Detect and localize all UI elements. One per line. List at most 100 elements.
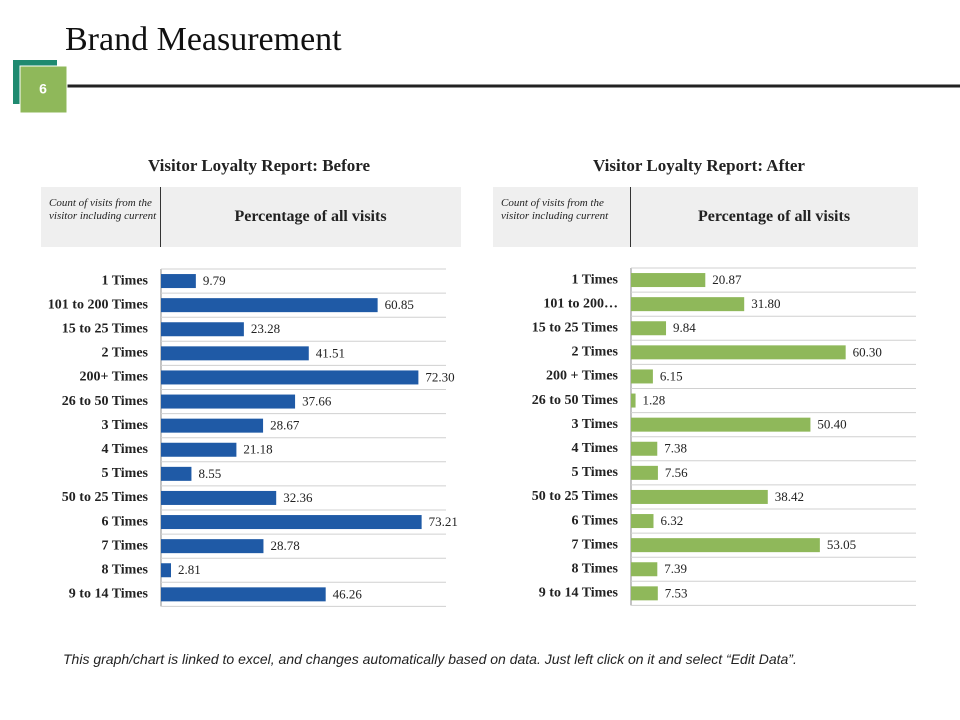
category-label: 9 to 14 Times <box>539 586 619 601</box>
value-label: 2.81 <box>178 562 201 577</box>
bar <box>631 586 658 601</box>
column-header: Count of visits from the visitor includi… <box>501 197 609 222</box>
value-label: 37.66 <box>302 394 332 409</box>
bar <box>631 514 654 529</box>
value-label: 21.18 <box>243 442 272 457</box>
slide-title: Brand Measurement <box>65 21 342 58</box>
bar <box>631 562 658 577</box>
value-label: 28.78 <box>270 538 299 553</box>
category-label: 1 Times <box>571 272 618 287</box>
value-label: 60.30 <box>853 344 882 359</box>
category-label: 3 Times <box>571 417 618 432</box>
value-label: 6.15 <box>660 368 683 383</box>
value-label: 73.21 <box>429 514 458 529</box>
column-header: Count of visits from the visitor includi… <box>49 197 157 222</box>
bar <box>161 274 196 289</box>
bar <box>631 345 846 360</box>
value-label: 7.39 <box>664 561 687 576</box>
bar <box>161 466 192 481</box>
category-label: 15 to 25 Times <box>532 320 619 335</box>
bar <box>631 393 636 408</box>
value-label: 6.32 <box>660 513 683 528</box>
badge <box>19 65 68 114</box>
value-label: 7.53 <box>665 585 688 600</box>
value-header: Percentage of all visits <box>234 208 387 225</box>
value-label: 9.84 <box>673 320 696 335</box>
bar <box>161 563 172 578</box>
category-label: 5 Times <box>571 465 618 480</box>
bar <box>631 369 653 384</box>
category-label: 2 Times <box>101 346 148 361</box>
value-label: 7.38 <box>664 441 687 456</box>
bar <box>161 515 422 530</box>
value-header: Percentage of all visits <box>697 208 851 225</box>
value-label: 23.28 <box>251 321 280 336</box>
bar <box>631 417 811 432</box>
bar <box>161 298 378 313</box>
bar <box>161 322 244 337</box>
category-label: 6 Times <box>571 513 618 528</box>
value-label: 53.05 <box>827 537 856 552</box>
value-label: 31.80 <box>751 296 780 311</box>
table-header: Count of visits from the visitor includi… <box>493 187 918 247</box>
category-label: 5 Times <box>101 466 148 481</box>
category-label: 7 Times <box>101 538 148 553</box>
bar <box>161 442 237 457</box>
category-label: 1 Times <box>101 273 148 288</box>
category-label: 15 to 25 Times <box>62 321 149 336</box>
value-label: 46.26 <box>333 586 363 601</box>
value-label: 1.28 <box>643 393 666 408</box>
category-label: 4 Times <box>101 442 148 457</box>
bar <box>161 346 309 361</box>
bar <box>631 538 820 553</box>
category-label: 26 to 50 Times <box>62 394 149 409</box>
header-divider <box>160 187 161 247</box>
bar <box>631 321 667 336</box>
value-label: 7.56 <box>665 465 688 480</box>
bar <box>161 418 264 433</box>
category-label: 4 Times <box>571 441 618 456</box>
bar <box>161 587 326 602</box>
value-label: 8.55 <box>198 466 221 481</box>
chart-title: Visitor Loyalty Report: Before <box>148 156 371 175</box>
value-label: 20.87 <box>712 272 742 287</box>
category-label: 101 to 200 Times <box>48 297 149 312</box>
category-label: 26 to 50 Times <box>532 393 619 408</box>
category-label: 50 to 25 Times <box>62 490 149 505</box>
value-label: 72.30 <box>425 369 454 384</box>
category-label: 2 Times <box>571 345 618 360</box>
bar <box>161 370 419 385</box>
chart-title: Visitor Loyalty Report: After <box>593 156 805 175</box>
category-label: 7 Times <box>571 537 618 552</box>
header-divider <box>630 187 631 247</box>
value-label: 50.40 <box>817 417 846 432</box>
category-label: 9 to 14 Times <box>69 587 149 602</box>
value-label: 38.42 <box>775 489 804 504</box>
category-label: 50 to 25 Times <box>532 489 619 504</box>
value-label: 28.67 <box>270 418 300 433</box>
bar <box>161 394 296 409</box>
category-label: 8 Times <box>101 562 148 577</box>
bar <box>631 273 706 288</box>
category-label: 6 Times <box>101 514 148 529</box>
bar <box>631 297 745 312</box>
value-label: 9.79 <box>203 273 226 288</box>
category-label: 200 + Times <box>546 369 619 384</box>
category-label: 101 to 200… <box>543 296 618 311</box>
bar <box>631 441 658 456</box>
bar <box>161 539 264 554</box>
category-label: 3 Times <box>101 418 148 433</box>
category-label: 8 Times <box>571 561 618 576</box>
value-label: 32.36 <box>283 490 313 505</box>
bar <box>631 489 768 504</box>
value-label: 60.85 <box>385 297 414 312</box>
bar <box>631 465 658 480</box>
page-number: 6 <box>39 81 47 97</box>
bar <box>161 490 277 505</box>
table-header: Count of visits from the visitor includi… <box>41 187 461 247</box>
value-label: 41.51 <box>316 345 345 360</box>
footnote: This graph/chart is linked to excel, and… <box>63 651 797 667</box>
category-label: 200+ Times <box>79 370 148 385</box>
